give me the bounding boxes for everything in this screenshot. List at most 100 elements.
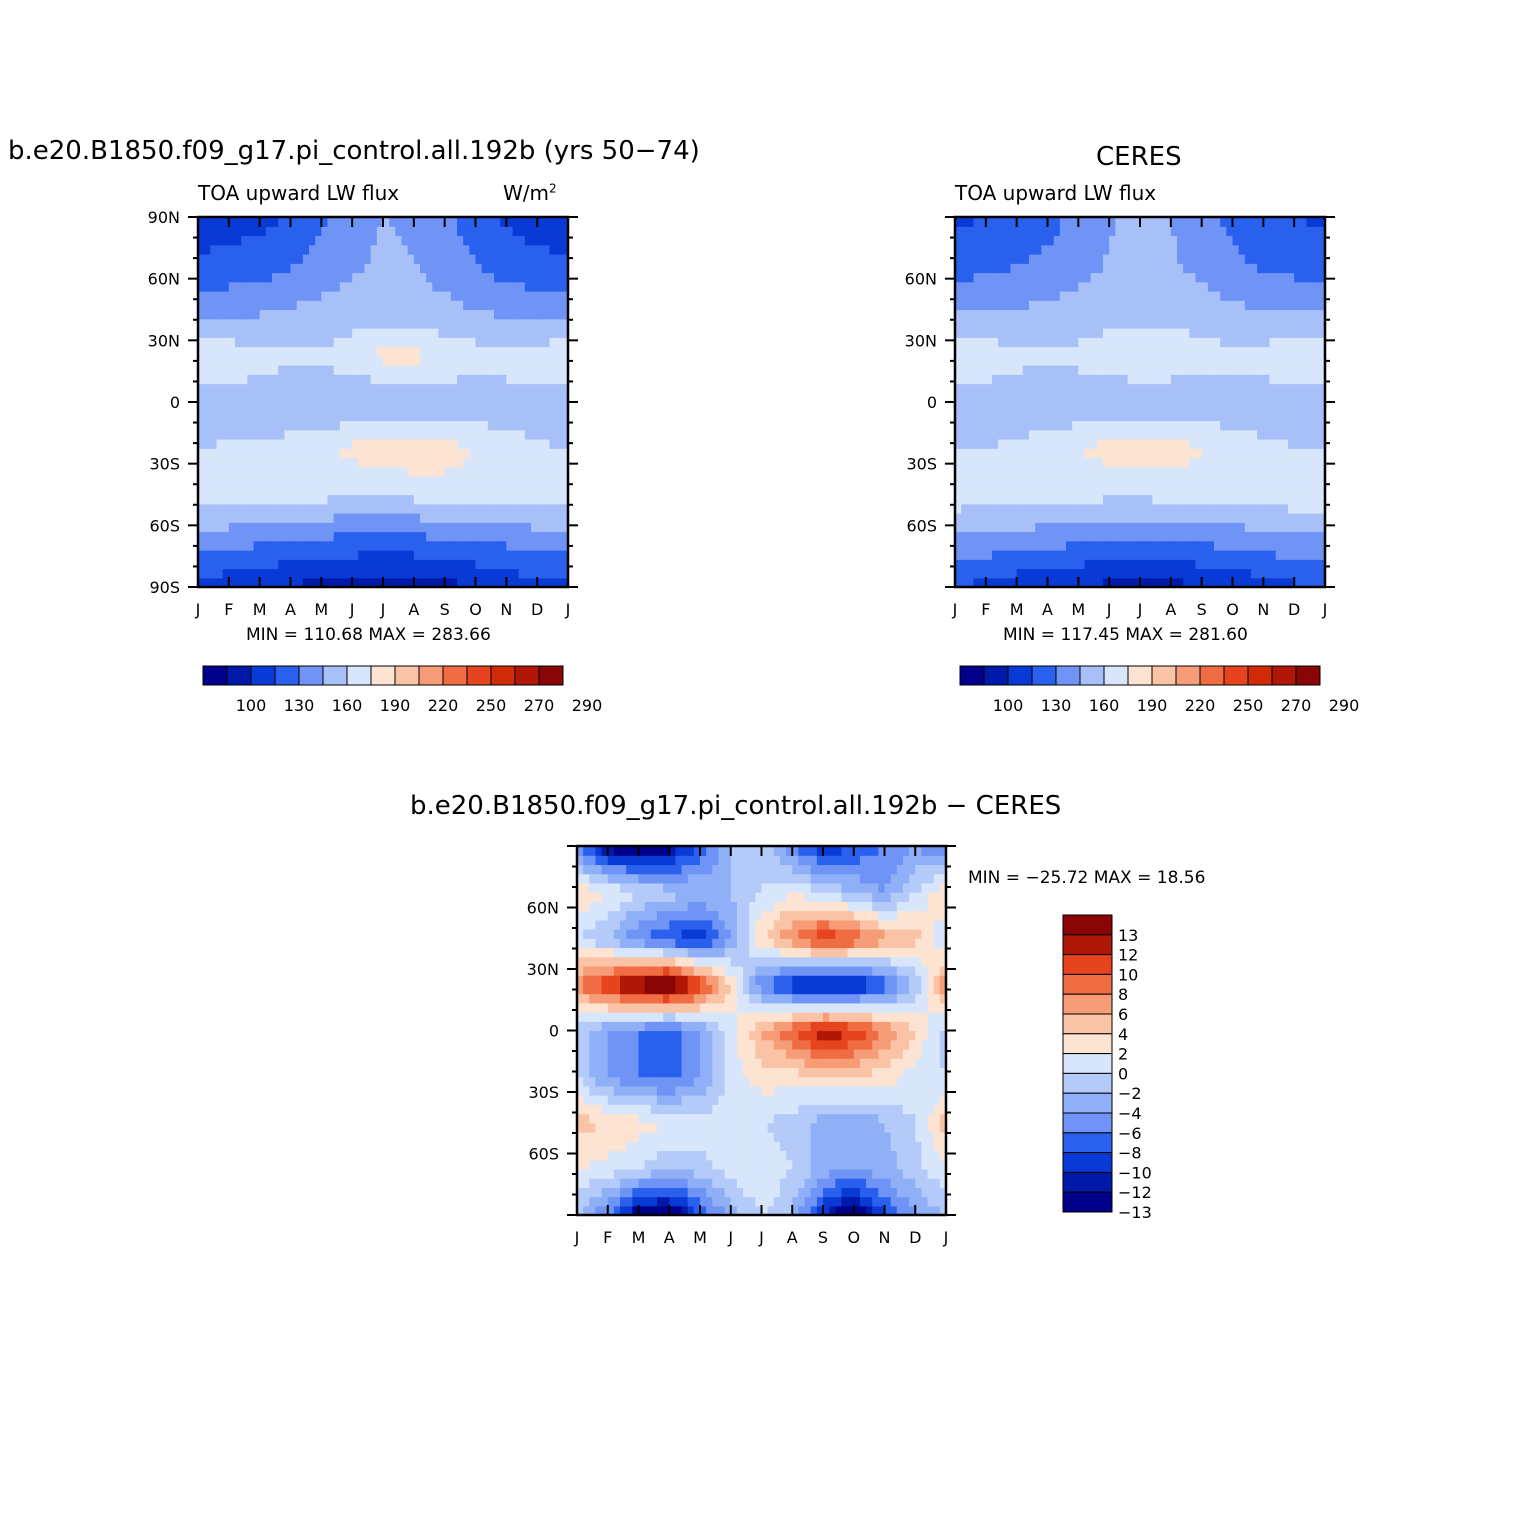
ceres-heatmap-cell [1232,291,1240,301]
ceres-heatmap-cell [1029,244,1036,255]
ceres-heatmap-cell [1010,476,1018,486]
model-heatmap-cell [469,429,477,440]
ceres-heatmap-cell [1238,383,1246,394]
model-heatmap-cell [302,402,310,412]
model-heatmap-cell [235,577,242,588]
model-heatmap-cell [487,235,495,246]
model-heatmap-cell [247,300,255,311]
ceres-heatmap-cell [1207,318,1215,329]
model-heatmap-cell [198,513,205,523]
model-heatmap-cell [228,235,236,246]
model-heatmap-cell [512,328,520,338]
model-heatmap-cell [549,429,557,440]
model-heatmap-cell [216,309,224,320]
model-heatmap-cell [432,281,440,292]
ceres-heatmap-cell [1214,328,1221,338]
model-heatmap-cell [376,466,384,477]
model-heatmap-cell [401,540,409,551]
model-heatmap-cell [432,522,440,533]
model-heatmap-cell [469,281,477,292]
model-heatmap-cell [364,355,372,366]
model-heatmap-cell [383,522,390,533]
ceres-heatmap-cell [1084,402,1092,412]
model-heatmap-cell [216,411,224,422]
ceres-heatmap-cell [1029,263,1036,274]
ceres-heatmap-cell [1281,217,1289,227]
ceres-heatmap-cell [1220,550,1227,560]
model-heatmap-cell [204,244,211,255]
model-heatmap-cell [352,429,359,440]
model-heatmap-cell [450,263,458,274]
model-heatmap-cell [561,281,569,292]
model-heatmap-cell [315,420,322,431]
model-heatmap-cell [290,365,298,375]
ceres-heatmap-cell [1152,355,1160,366]
model-heatmap-cell [327,568,335,579]
ceres-heatmap-cell [961,374,968,385]
model-heatmap-cell [487,402,495,412]
ceres-heatmap-cell [1115,300,1123,311]
model-heatmap-cell [383,531,390,542]
ceres-heatmap-cell [1318,429,1326,440]
ceres-heatmap-cell [1072,503,1079,514]
model-heatmap-cell [413,522,421,533]
ceres-heatmap-cell [967,355,975,366]
ceres-heatmap-cell [1189,226,1197,237]
ceres-heatmap-cell [1294,244,1301,255]
ceres-heatmap-cell [1103,439,1110,449]
ceres-heatmap-cell [961,439,968,449]
model-heatmap-cell [272,263,279,274]
model-heatmap-cell [321,337,329,348]
model-heatmap-cell [309,281,316,292]
model-heatmap-cell [531,309,538,320]
model-heatmap-cell [309,309,316,320]
model-heatmap-cell [500,411,507,422]
ceres-heatmap-cell [1170,365,1178,375]
ceres-heatmap-cell [1146,568,1153,579]
ceres-heatmap-cell [1306,346,1314,357]
ceres-heatmap-cell [1263,476,1271,486]
ceres-heatmap-cell [1010,365,1018,375]
model-heatmap-cell [272,254,279,264]
ceres-heatmap-cell [1195,244,1203,255]
ceres-heatmap-cell [979,476,987,486]
ceres-heatmap-cell [1035,346,1042,357]
model-heatmap-cell [444,457,452,468]
ceres-heatmap-cell [973,577,981,588]
model-heatmap-cell [413,411,421,422]
model-colorbar-swatch [250,665,276,686]
ceres-heatmap-cell [985,291,993,301]
ceres-heatmap-cell [1133,513,1141,523]
model-heatmap-cell [475,476,483,486]
ceres-heatmap-cell [1189,466,1197,477]
model-heatmap-cell [290,476,298,486]
model-heatmap-cell [500,522,507,533]
model-heatmap-cell [444,272,452,283]
model-heatmap-cell [210,355,218,366]
model-heatmap-cell [278,300,285,311]
ceres-heatmap-cell [1016,346,1024,357]
model-heatmap-cell [518,300,526,311]
ceres-heatmap-cell [955,309,962,320]
model-heatmap-cell [506,457,514,468]
model-heatmap-cell [302,540,310,551]
ceres-heatmap-cell [1072,235,1079,246]
model-heatmap-cell [432,235,440,246]
model-heatmap-cell [407,402,415,412]
ceres-heatmap-cell [1214,402,1221,412]
ceres-heatmap-cell [1244,466,1252,477]
ceres-heatmap-cell [1207,355,1215,366]
model-heatmap-cell [272,411,279,422]
model-heatmap-cell [444,568,452,579]
ceres-heatmap-cell [1257,346,1264,357]
model-heatmap-cell [210,263,218,274]
model-heatmap-cell [222,439,230,449]
ceres-heatmap-cell [1158,244,1166,255]
ceres-heatmap-cell [973,531,981,542]
model-heatmap-cell [561,226,569,237]
ceres-heatmap-cell [1121,272,1129,283]
ceres-heatmap-cell [1207,328,1215,338]
ceres-heatmap-cell [1004,226,1012,237]
model-heatmap-cell [487,318,495,329]
ceres-heatmap-cell [1238,448,1246,459]
